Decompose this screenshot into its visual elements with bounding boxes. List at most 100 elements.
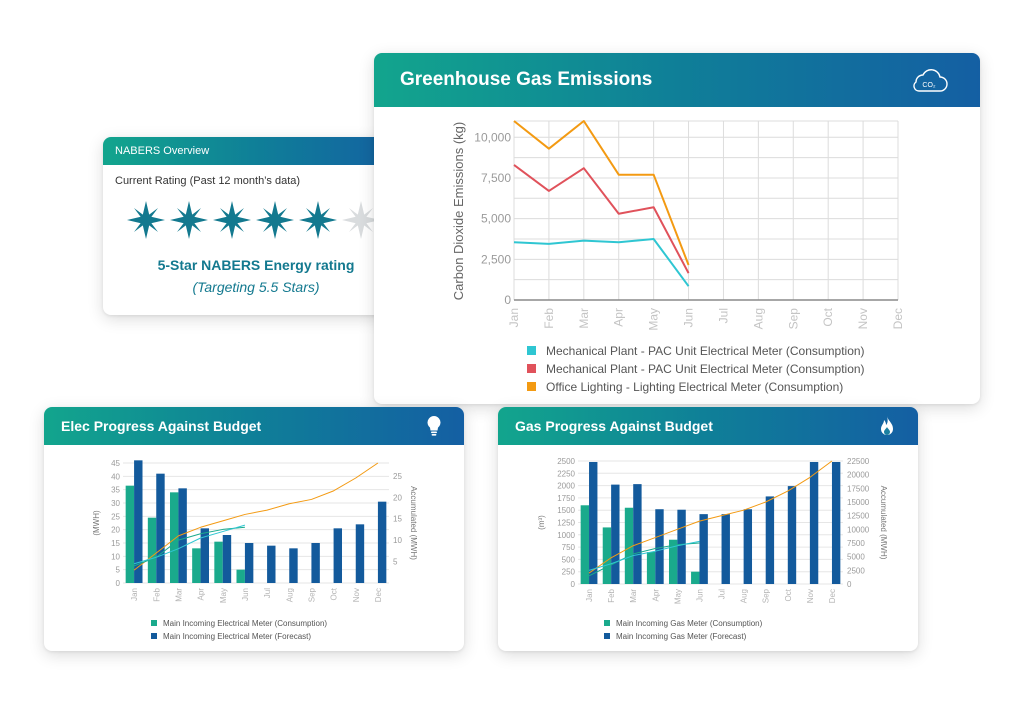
- legend-label: Office Lighting - Lighting Electrical Me…: [546, 380, 843, 394]
- forecast-bar: [633, 484, 642, 584]
- y-tick-label: 15: [111, 539, 120, 548]
- consumption-bar: [169, 492, 179, 583]
- x-tick-label: Oct: [784, 588, 793, 601]
- y2-tick-label: 10000: [847, 525, 870, 534]
- forecast-bar: [765, 496, 775, 584]
- co2-label: CO₂: [922, 82, 936, 89]
- series-line: [513, 120, 690, 266]
- y-tick-label: 1000: [557, 531, 575, 540]
- legend-swatch: [527, 364, 536, 373]
- elec-title: Elec Progress Against Budget: [61, 418, 262, 434]
- legend-label: Mechanical Plant - PAC Unit Electrical M…: [546, 362, 865, 376]
- star-empty-icon: [342, 201, 380, 239]
- y2-tick-label: 17500: [847, 484, 870, 493]
- y2-tick-label: 20000: [847, 471, 870, 480]
- current-rating-label: Current Rating (Past 12 month’s data): [115, 175, 301, 187]
- forecast-bar: [721, 514, 730, 584]
- legend-label: Main Incoming Gas Meter (Consumption): [616, 619, 763, 628]
- y-tick-label: 1250: [557, 519, 575, 528]
- y-axis-title: (m³): [537, 515, 546, 530]
- y2-tick-label: 12500: [847, 512, 870, 521]
- x-tick-label: Apr: [197, 588, 206, 601]
- x-tick-label: Sep: [762, 588, 771, 603]
- ghg-title: Greenhouse Gas Emissions: [400, 69, 653, 90]
- y2-tick-label: 15: [393, 515, 402, 524]
- consumption-bar: [691, 571, 700, 584]
- forecast-bar: [222, 535, 232, 583]
- x-tick-label: Aug: [285, 588, 294, 602]
- y-tick-label: 35: [111, 486, 120, 495]
- x-tick-label: Dec: [374, 588, 383, 602]
- consumption-bar: [147, 517, 157, 583]
- x-tick-label: Dec: [828, 589, 837, 603]
- forecast-bar: [831, 461, 841, 584]
- lightbulb-icon: [427, 416, 441, 436]
- x-tick-label: Oct: [330, 587, 339, 600]
- gas-title: Gas Progress Against Budget: [515, 418, 713, 434]
- legend-label: Main Incoming Electrical Meter (Consumpt…: [163, 619, 327, 628]
- forecast-bar: [267, 545, 276, 583]
- y-tick-label: 30: [111, 499, 120, 508]
- consumption-bar: [236, 569, 245, 583]
- y2-tick-label: 22500: [847, 457, 870, 466]
- x-tick-label: Nov: [352, 588, 361, 602]
- y-tick-label: 10,000: [474, 130, 511, 144]
- consumption-bar: [125, 485, 135, 583]
- x-tick-label: May: [219, 588, 228, 603]
- y-axis-title: (MWH): [92, 510, 101, 536]
- consumption-bar: [214, 541, 223, 583]
- x-tick-label: Jan: [585, 589, 594, 602]
- consumption-bar: [192, 548, 201, 583]
- gas-card: Gas Progress Against Budget 0 250 500 750 10…: [498, 407, 918, 651]
- y2-tick-label: 25: [393, 472, 402, 481]
- forecast-bar: [244, 543, 254, 583]
- series-line: [513, 164, 690, 274]
- x-tick-label: Jul: [716, 308, 730, 323]
- ghg-header: Greenhouse Gas Emissions CO₂: [374, 53, 980, 107]
- nabers-header: NABERS Overview: [103, 137, 409, 165]
- forecast-bar: [311, 543, 320, 583]
- forecast-bar: [611, 484, 620, 584]
- elec-bar-chart: 0 5 10 15 20 25 30 35 40 45 5 10 15 20 25 Jan Feb Mar Apr M…: [92, 459, 418, 641]
- flame-icon: [881, 416, 893, 435]
- x-tick-label: Jul: [263, 588, 272, 598]
- x-tick-label: Jan: [507, 308, 521, 327]
- y-tick-label: 2,500: [481, 252, 511, 266]
- star-rating: [127, 201, 380, 239]
- x-tick-label: Nov: [856, 308, 870, 329]
- co2-cloud-icon: CO₂: [913, 69, 948, 92]
- consumption-bar: [580, 505, 590, 584]
- legend-label: Mechanical Plant - PAC Unit Electrical M…: [546, 344, 865, 358]
- x-tick-label: Jun: [682, 308, 696, 327]
- forecast-bar: [289, 548, 298, 583]
- y-tick-label: 20: [111, 526, 120, 535]
- star-filled-icon: [213, 201, 251, 239]
- y2-tick-label: 2500: [847, 566, 865, 575]
- y-tick-label: 500: [562, 555, 576, 564]
- x-tick-label: May: [647, 308, 661, 331]
- y-tick-label: 1500: [557, 506, 575, 515]
- elec-header: Elec Progress Against Budget: [44, 407, 464, 445]
- x-tick-label: Mar: [174, 588, 183, 602]
- accumulated-line: [588, 540, 700, 571]
- accumulated-line: [133, 524, 246, 565]
- series-line: [513, 237, 690, 287]
- y-tick-label: 750: [562, 543, 576, 552]
- forecast-bar: [200, 528, 210, 583]
- x-tick-label: Jul: [718, 589, 727, 599]
- forecast-bar: [178, 488, 187, 583]
- y-tick-label: 40: [111, 472, 120, 481]
- consumption-bar: [646, 552, 656, 584]
- forecast-bar: [677, 509, 686, 584]
- y-tick-label: 2000: [557, 482, 575, 491]
- y-tick-label: 250: [562, 568, 576, 577]
- accumulated-line: [133, 462, 379, 571]
- star-filled-icon: [170, 201, 208, 239]
- y-tick-label: 7,500: [481, 171, 511, 185]
- x-tick-label: Sep: [786, 308, 800, 330]
- y-tick-label: 5,000: [481, 212, 511, 226]
- gas-bar-chart: 0 250 500 750 1000 1250 1500 1750 2000 2250 2500 0 2…: [537, 457, 888, 641]
- ghg-card: Greenhouse Gas Emissions CO₂ 0 2,500 5,000…: [374, 53, 980, 404]
- x-tick-label: Aug: [751, 308, 765, 329]
- y2-tick-label: 10: [393, 536, 402, 545]
